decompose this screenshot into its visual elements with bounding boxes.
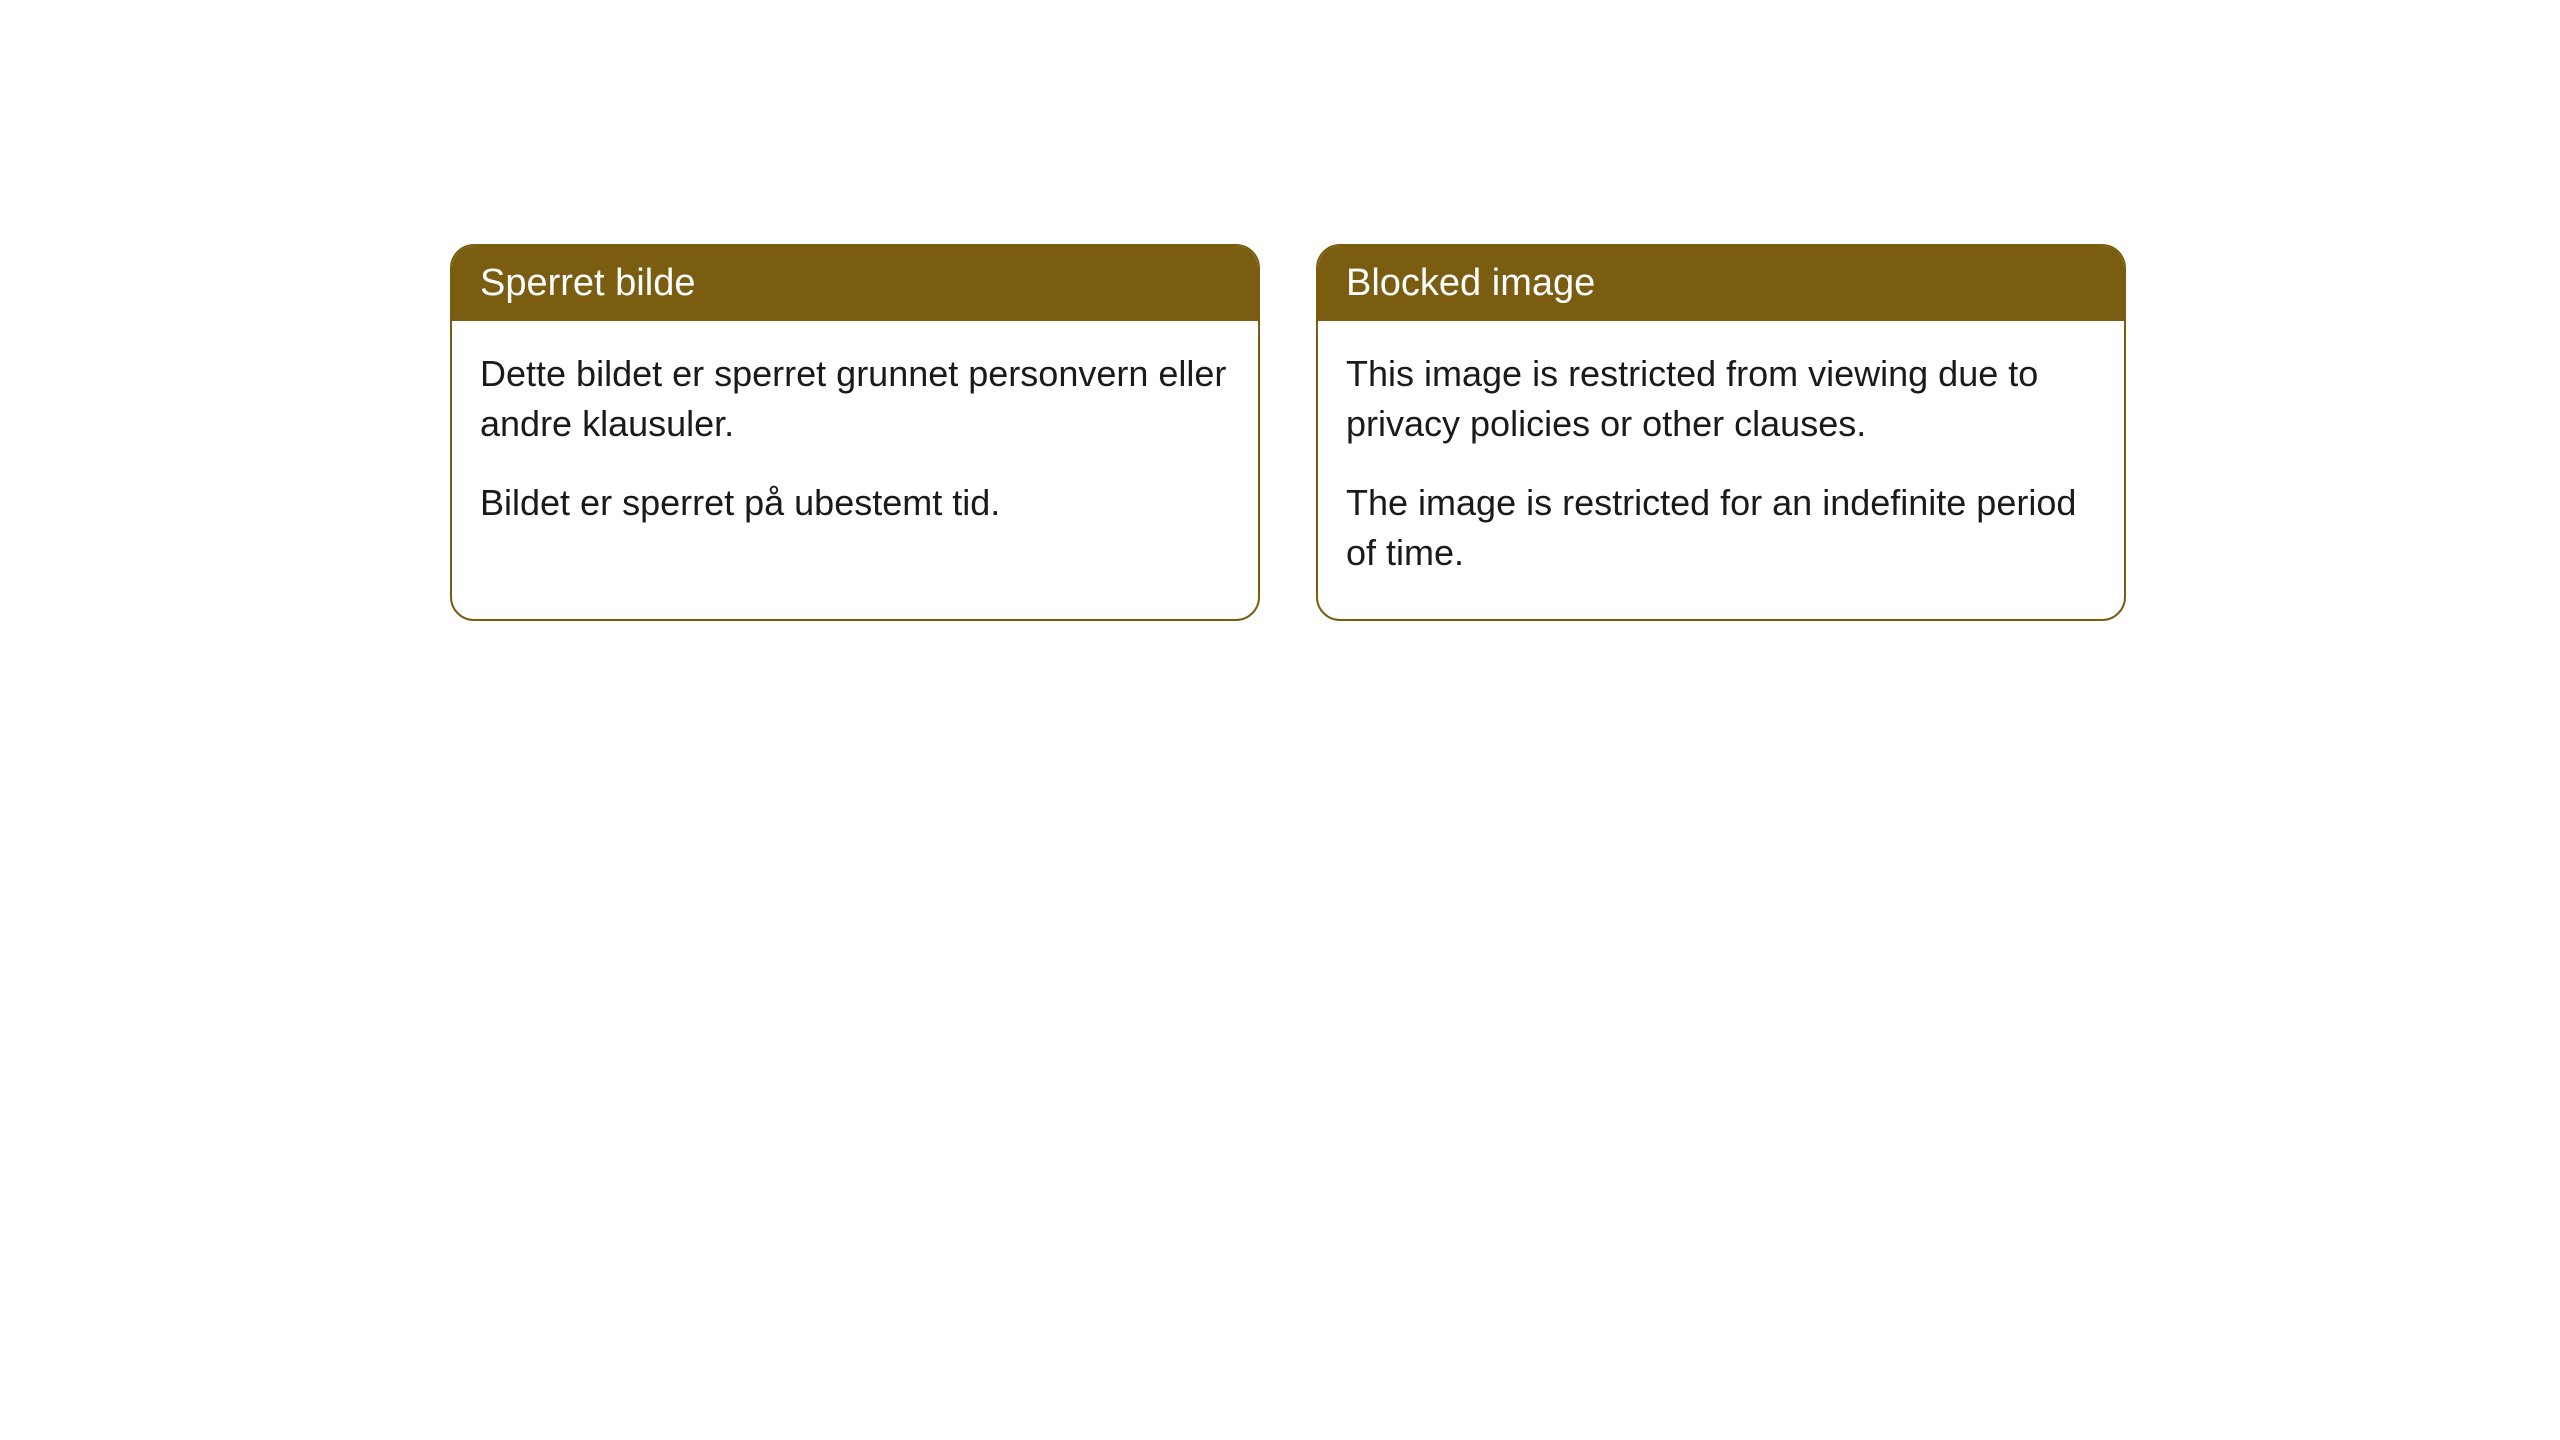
card-norwegian: Sperret bilde Dette bildet er sperret gr… — [450, 244, 1260, 621]
card-header-english: Blocked image — [1318, 246, 2124, 321]
card-paragraph-1-no: Dette bildet er sperret grunnet personve… — [480, 349, 1230, 450]
card-header-norwegian: Sperret bilde — [452, 246, 1258, 321]
card-english: Blocked image This image is restricted f… — [1316, 244, 2126, 621]
cards-container: Sperret bilde Dette bildet er sperret gr… — [450, 244, 2560, 621]
card-body-english: This image is restricted from viewing du… — [1318, 321, 2124, 619]
card-paragraph-1-en: This image is restricted from viewing du… — [1346, 349, 2096, 450]
card-body-norwegian: Dette bildet er sperret grunnet personve… — [452, 321, 1258, 568]
card-paragraph-2-no: Bildet er sperret på ubestemt tid. — [480, 478, 1230, 528]
card-paragraph-2-en: The image is restricted for an indefinit… — [1346, 478, 2096, 579]
